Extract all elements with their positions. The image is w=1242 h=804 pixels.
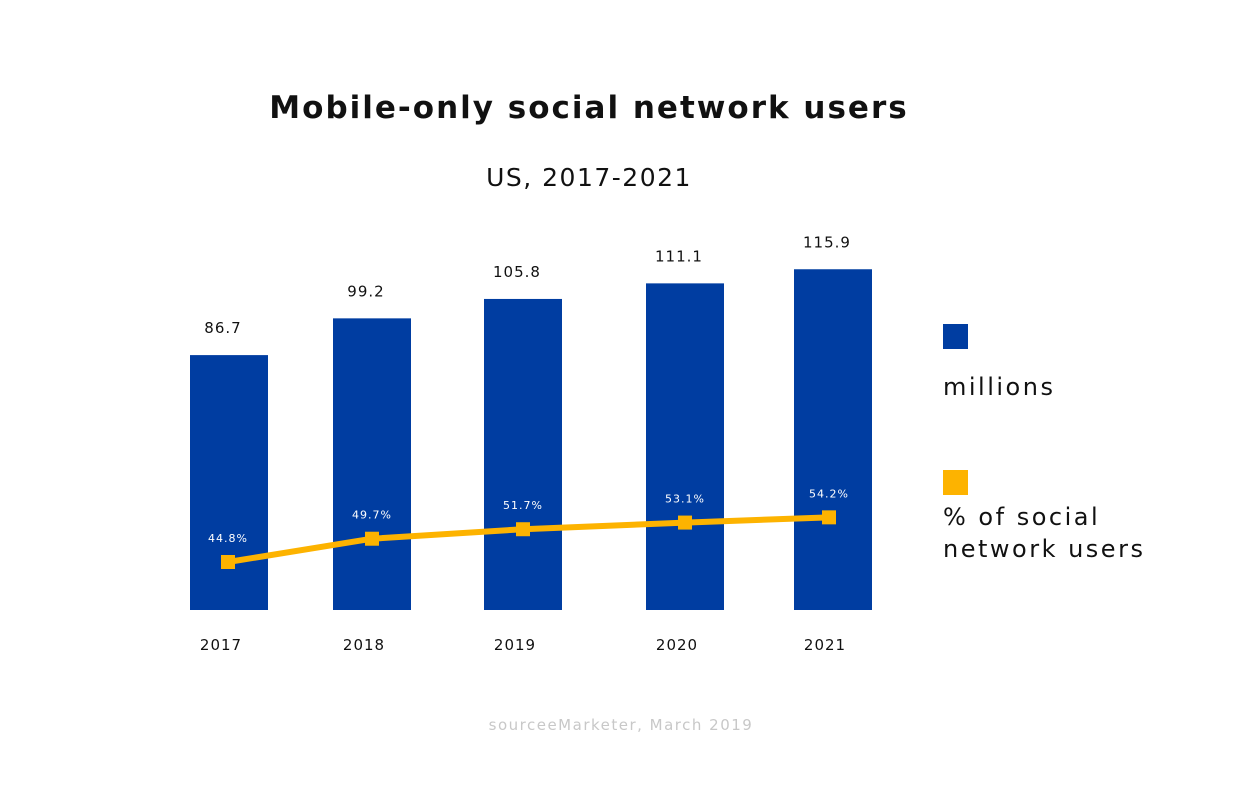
bar-2017 xyxy=(190,355,268,610)
bar-2018 xyxy=(333,318,411,610)
legend-label-percent: % of social network users xyxy=(943,503,1146,563)
bar-series-millions xyxy=(190,269,872,610)
line-marker-2019 xyxy=(516,522,530,537)
x-tick-2019: 2019 xyxy=(494,636,536,654)
bar-value-labels: 86.7 99.2 105.8 111.1 115.9 xyxy=(204,233,851,337)
bar-value-label-2020: 111.1 xyxy=(655,247,703,265)
line-value-label-2020: 53.1% xyxy=(665,493,705,506)
source-note: sourceeMarketer, March 2019 xyxy=(488,716,754,734)
line-marker-2020 xyxy=(678,515,692,530)
legend-item-millions: millions xyxy=(943,324,1055,403)
bar-value-label-2021: 115.9 xyxy=(803,233,851,251)
bar-2020 xyxy=(646,283,724,610)
line-marker-2018 xyxy=(365,531,379,546)
x-axis-tick-labels: 2017 2018 2019 2020 2021 xyxy=(200,636,846,654)
bar-2021 xyxy=(794,269,872,610)
line-value-label-2017: 44.8% xyxy=(208,532,248,545)
x-tick-2021: 2021 xyxy=(804,636,846,654)
line-value-label-2021: 54.2% xyxy=(809,487,849,500)
legend-swatch-millions xyxy=(943,324,968,349)
x-tick-2020: 2020 xyxy=(656,636,698,654)
x-tick-2018: 2018 xyxy=(343,636,385,654)
line-value-label-2018: 49.7% xyxy=(352,509,392,522)
chart-subtitle: US, 2017-2021 xyxy=(486,163,692,192)
bar-value-label-2017: 86.7 xyxy=(204,319,241,337)
line-marker-2017 xyxy=(221,555,235,569)
legend-item-percent: % of social network users xyxy=(943,470,1145,565)
line-series-percent xyxy=(221,510,836,569)
bar-value-label-2019: 105.8 xyxy=(493,263,541,281)
legend-label-millions: millions xyxy=(943,373,1056,401)
bar-value-label-2018: 99.2 xyxy=(347,282,384,300)
bar-2019 xyxy=(484,298,562,610)
line-marker-2021 xyxy=(822,510,836,525)
line-value-label-2019: 51.7% xyxy=(503,499,543,512)
x-tick-2017: 2017 xyxy=(200,636,242,654)
legend-swatch-percent xyxy=(943,470,968,495)
chart-title: Mobile-only social network users xyxy=(269,90,909,126)
line-value-labels: 44.8% 49.7% 51.7% 53.1% 54.2% xyxy=(208,487,849,545)
